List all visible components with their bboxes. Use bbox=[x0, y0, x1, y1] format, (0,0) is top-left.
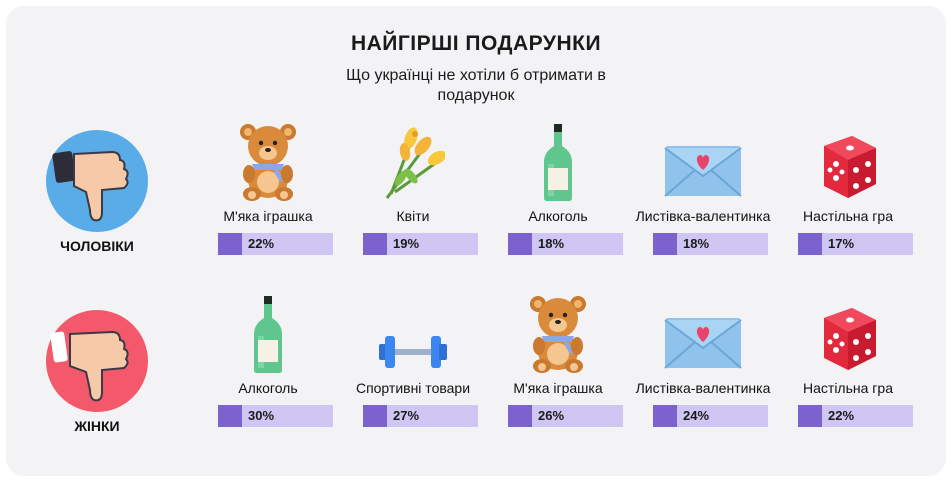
bar-swatch bbox=[508, 233, 532, 255]
value-label: 27% bbox=[393, 408, 420, 423]
bar-swatch bbox=[798, 405, 822, 427]
envelope-heart-icon bbox=[663, 140, 742, 220]
value-label: 19% bbox=[393, 236, 420, 251]
value-label: 24% bbox=[683, 408, 710, 423]
gift-label: М'яка іграшка bbox=[513, 380, 603, 396]
group-label-women: ЖІНКИ bbox=[74, 418, 120, 434]
value-label: 18% bbox=[538, 236, 565, 251]
envelope-heart-icon bbox=[663, 312, 742, 392]
gift-label: Спортивні товари bbox=[355, 380, 471, 396]
value-bar: 30% bbox=[218, 405, 333, 427]
value-bar: 19% bbox=[363, 233, 478, 255]
value-label: 22% bbox=[248, 236, 275, 251]
teddy-bear-icon bbox=[236, 122, 300, 202]
teddy-bear-icon bbox=[526, 294, 590, 374]
value-bar: 27% bbox=[363, 405, 478, 427]
bottle-icon bbox=[236, 294, 300, 374]
bar-swatch bbox=[363, 405, 387, 427]
chart-subtitle: Що українці не хотіли б отримати в подар… bbox=[346, 67, 606, 104]
bar-swatch bbox=[218, 233, 242, 255]
gift-label: Алкоголь bbox=[528, 208, 588, 224]
value-bar: 18% bbox=[508, 233, 623, 255]
value-label: 18% bbox=[683, 236, 710, 251]
dice-icon bbox=[816, 132, 880, 212]
value-bar: 18% bbox=[653, 233, 768, 255]
gift-label: М'яка іграшка bbox=[223, 208, 313, 224]
value-bar: 22% bbox=[798, 405, 913, 427]
dice-icon bbox=[816, 304, 880, 384]
bar-swatch bbox=[653, 233, 677, 255]
value-label: 26% bbox=[538, 408, 565, 423]
value-label: 22% bbox=[828, 408, 855, 423]
value-label: 17% bbox=[828, 236, 855, 251]
women-thumbs-down-icon bbox=[46, 310, 148, 412]
flowers-icon bbox=[381, 122, 447, 202]
gift-label: Настільна гра bbox=[803, 380, 893, 396]
value-bar: 22% bbox=[218, 233, 333, 255]
chart-title: НАЙГІРШІ ПОДАРУНКИ bbox=[350, 32, 602, 55]
value-bar: 26% bbox=[508, 405, 623, 427]
bottle-icon bbox=[526, 122, 590, 202]
bar-swatch bbox=[508, 405, 532, 427]
dumbbell-icon bbox=[377, 332, 447, 412]
value-label: 30% bbox=[248, 408, 275, 423]
group-label-men: ЧОЛОВІКИ bbox=[60, 238, 134, 254]
gift-label: Листівка-валентинка bbox=[635, 380, 771, 396]
value-bar: 17% bbox=[798, 233, 913, 255]
men-thumbs-down-icon bbox=[46, 130, 148, 232]
gift-label: Алкоголь bbox=[238, 380, 298, 396]
bar-swatch bbox=[653, 405, 677, 427]
bar-swatch bbox=[363, 233, 387, 255]
gift-label: Квіти bbox=[396, 208, 430, 224]
bar-swatch bbox=[798, 233, 822, 255]
bar-swatch bbox=[218, 405, 242, 427]
gift-label: Настільна гра bbox=[803, 208, 893, 224]
gift-label: Листівка-валентинка bbox=[635, 208, 771, 224]
value-bar: 24% bbox=[653, 405, 768, 427]
